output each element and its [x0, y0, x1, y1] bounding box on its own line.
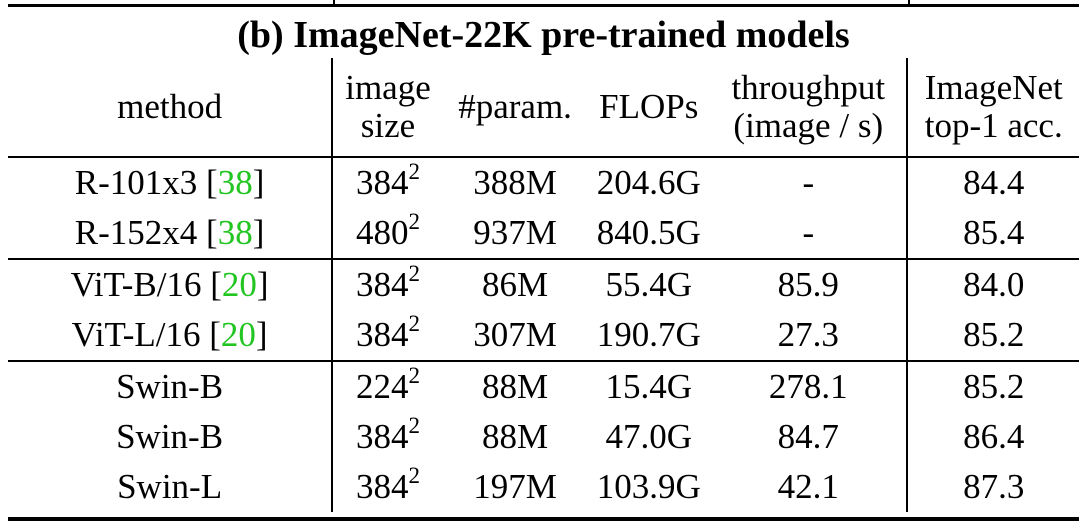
accuracy-cell: 85.4 — [963, 213, 1025, 252]
throughput-cell: - — [710, 208, 909, 259]
accuracy-cell: 87.3 — [963, 467, 1025, 506]
throughput-cell: 84.7 — [710, 412, 909, 462]
table-row: Swin-B 2242 88M 15.4G 278.1 85.2 — [8, 360, 1079, 412]
accuracy-cell: 85.2 — [963, 315, 1025, 354]
params-cell: 88M — [442, 360, 588, 412]
table-row: R-101x3 [38] 3842 388M 204.6G - 84.4 — [8, 156, 1079, 208]
accuracy-cell: 84.0 — [907, 258, 1079, 310]
flops-cell: 55.4G — [587, 258, 711, 310]
params-cell: 388M — [442, 156, 588, 208]
method-cell: ViT-B/16 [20] — [8, 258, 334, 310]
citation-link[interactable]: 38 — [217, 213, 253, 252]
throughput-cell: 278.1 — [710, 360, 909, 412]
table-row: ViT-B/16 [20] 3842 86M 55.4G 85.9 84.0 — [8, 258, 1079, 310]
accuracy-cell: 85.2 — [907, 360, 1079, 412]
table-row: Swin-B 3842 88M 47.0G 84.7 86.4 — [8, 412, 1079, 462]
header-accuracy: ImageNet top-1 acc. — [924, 68, 1063, 145]
params-cell: 86M — [442, 258, 588, 310]
header-row: method image size #param. FLOPs throughp… — [8, 58, 1079, 157]
throughput-cell: 85.9 — [710, 258, 909, 310]
flops-cell: 204.6G — [587, 156, 711, 208]
image-size-cell: 3842 — [355, 463, 420, 506]
image-size-cell: 3842 — [332, 156, 443, 208]
flops-cell: 190.7G — [596, 315, 701, 354]
method-cell: Swin-B — [8, 412, 334, 462]
top-rule-tick — [908, 0, 910, 7]
params-cell: 197M — [473, 467, 557, 506]
params-cell: 307M — [473, 315, 557, 354]
image-size-cell: 2242 — [332, 360, 443, 412]
flops-cell: 103.9G — [596, 467, 701, 506]
header-params: #param. — [458, 87, 572, 126]
image-size-cell: 3842 — [355, 311, 420, 354]
accuracy-cell: 84.4 — [907, 156, 1079, 208]
flops-cell: 840.5G — [596, 213, 701, 252]
image-size-cell: 3842 — [332, 258, 443, 310]
citation-link[interactable]: 38 — [217, 163, 253, 202]
results-table-figure: (b) ImageNet-22K pre-trained models meth… — [8, 0, 1079, 526]
table-row: R-152x4 [38] 4802 937M 840.5G - 85.4 — [8, 208, 1079, 259]
throughput-cell: 27.3 — [710, 310, 909, 361]
method-cell: R-152x4 [38] — [8, 208, 334, 259]
params-cell: 88M — [482, 417, 549, 456]
citation-link[interactable]: 20 — [221, 265, 257, 304]
header-method: method — [8, 58, 334, 157]
table-row: ViT-L/16 [20] 3842 307M 190.7G 27.3 85.2 — [8, 310, 1079, 361]
flops-cell: 47.0G — [605, 417, 692, 456]
bottom-rule — [8, 517, 1079, 521]
image-size-cell: 4802 — [355, 209, 420, 252]
results-table: method image size #param. FLOPs throughp… — [8, 58, 1079, 512]
header-flops: FLOPs — [599, 87, 699, 126]
accuracy-cell: 86.4 — [963, 417, 1025, 456]
method-cell: Swin-L — [8, 462, 334, 512]
image-size-cell: 3842 — [355, 413, 420, 456]
table-title: (b) ImageNet-22K pre-trained models — [237, 14, 850, 56]
method-cell: ViT-L/16 [20] — [8, 310, 334, 361]
header-throughput: throughput (image / s) — [710, 58, 909, 157]
params-cell: 937M — [473, 213, 557, 252]
throughput-cell: - — [710, 156, 909, 208]
table-row: Swin-L 3842 197M 103.9G 42.1 87.3 — [8, 462, 1079, 512]
top-rule-tick — [333, 0, 335, 7]
citation-link[interactable]: 20 — [220, 315, 256, 354]
method-cell: R-101x3 [38] — [8, 156, 334, 208]
top-rule — [8, 0, 1079, 7]
header-image-size: image size — [345, 68, 431, 145]
method-cell: Swin-B — [8, 360, 334, 412]
throughput-cell: 42.1 — [710, 462, 909, 512]
flops-cell: 15.4G — [587, 360, 711, 412]
